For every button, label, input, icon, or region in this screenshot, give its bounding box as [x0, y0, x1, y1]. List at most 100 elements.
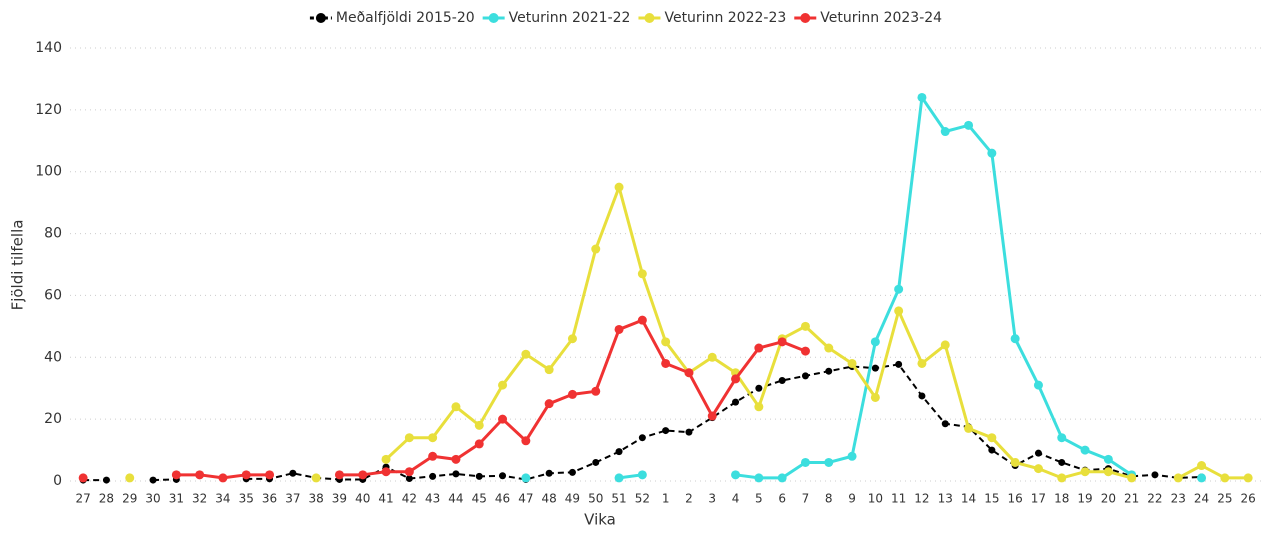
marker [289, 469, 297, 477]
marker [825, 367, 833, 375]
marker [1127, 473, 1137, 483]
y-axis-title: Fjöldi tilfella [9, 220, 27, 311]
x-tick-label: 43 [425, 492, 440, 506]
marker [591, 386, 601, 396]
marker [987, 433, 997, 443]
y-tick-label: 60 [44, 287, 62, 303]
marker [1220, 473, 1230, 483]
x-tick-label: 34 [215, 492, 230, 506]
marker [870, 392, 880, 402]
x-tick-label: 47 [518, 492, 533, 506]
marker [149, 476, 157, 484]
x-tick-label: 27 [76, 492, 91, 506]
marker [895, 360, 903, 368]
x-tick-label: 18 [1054, 492, 1069, 506]
marker [1080, 445, 1090, 455]
marker [334, 470, 344, 480]
series-line [153, 478, 177, 482]
x-tick-label: 20 [1101, 492, 1116, 506]
marker [474, 420, 484, 430]
marker [1033, 464, 1043, 474]
series-line [385, 185, 1133, 480]
marker [847, 451, 857, 461]
marker [661, 358, 671, 368]
marker [1197, 461, 1207, 471]
marker [567, 389, 577, 399]
legend-marker [644, 13, 655, 23]
marker [661, 337, 671, 347]
marker [894, 284, 904, 294]
legend-label: Veturinn 2022-23 [664, 10, 786, 26]
x-tick-label: 22 [1147, 492, 1162, 506]
marker [1103, 467, 1113, 477]
marker [521, 436, 531, 446]
x-tick-label: 46 [495, 492, 510, 506]
marker [591, 244, 601, 254]
marker [615, 448, 623, 456]
marker [544, 365, 554, 375]
marker [988, 446, 996, 454]
marker [544, 399, 554, 409]
marker [1034, 449, 1042, 457]
marker [964, 120, 974, 130]
marker [78, 473, 88, 483]
marker [405, 475, 413, 483]
x-tick-label: 13 [938, 492, 953, 506]
y-tick-label: 0 [53, 473, 62, 489]
marker [614, 182, 624, 192]
marker [592, 458, 600, 466]
marker [731, 374, 741, 384]
marker [824, 457, 834, 467]
marker [778, 376, 786, 384]
marker [801, 372, 809, 380]
marker [800, 321, 810, 331]
marker [521, 349, 531, 359]
marker [871, 364, 879, 372]
marker [707, 411, 717, 421]
marker [638, 434, 646, 442]
marker [800, 346, 810, 356]
legend: Meðalfjöldi 2015-20 Veturinn 2021-22 Vetur… [309, 10, 942, 26]
x-tick-label: 7 [802, 492, 810, 506]
marker [404, 467, 414, 477]
x-tick-label: 48 [542, 492, 557, 506]
marker [941, 420, 949, 428]
marker [195, 470, 205, 480]
marker [381, 467, 391, 477]
marker [1010, 457, 1020, 467]
legend-marker [315, 13, 326, 23]
marker [1243, 473, 1253, 483]
marker [1010, 334, 1020, 344]
marker [1103, 454, 1113, 464]
marker [1151, 471, 1159, 479]
marker [964, 423, 974, 433]
x-tick-label: 8 [825, 492, 833, 506]
marker [381, 454, 391, 464]
x-tick-label: 49 [565, 492, 580, 506]
x-tick-label: 26 [1241, 492, 1256, 506]
x-tick-label: 30 [145, 492, 160, 506]
marker [870, 337, 880, 347]
marker [452, 470, 460, 478]
x-tick-label: 32 [192, 492, 207, 506]
marker [567, 334, 577, 344]
y-tick-label: 40 [44, 349, 62, 365]
marker [732, 398, 740, 406]
series-line [1177, 464, 1249, 480]
x-tick-label: 21 [1124, 492, 1139, 506]
legend-label: Veturinn 2023-24 [820, 10, 942, 26]
marker [614, 473, 624, 483]
x-tick-label: 24 [1194, 492, 1209, 506]
marker [824, 343, 834, 353]
x-tick-label: 1 [662, 492, 670, 506]
x-tick-label: 10 [868, 492, 883, 506]
x-tick-label: 17 [1031, 492, 1046, 506]
x-tick-label: 4 [732, 492, 740, 506]
marker [755, 384, 763, 392]
x-tick-label: 52 [635, 492, 650, 506]
marker [241, 470, 251, 480]
legend-marker [800, 13, 811, 23]
x-axis-title: Vika [584, 511, 616, 529]
legend-label: Meðalfjöldi 2015-20 [336, 10, 475, 26]
marker [754, 402, 764, 412]
